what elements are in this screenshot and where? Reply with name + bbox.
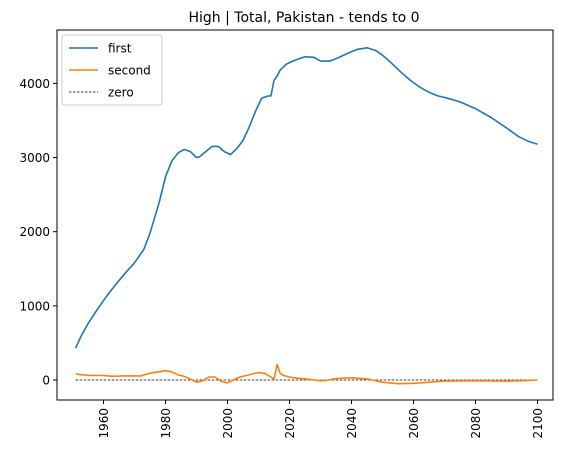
legend: first second zero [61,34,163,106]
chart-title: High | Total, Pakistan - tends to 0 [189,10,420,26]
x-tick-label-1980: 1980 [159,408,173,439]
x-tick-label-2040: 2040 [345,408,359,439]
x-tick-label-2000: 2000 [221,408,235,439]
series-line-second [75,363,538,385]
y-tick-label-2000: 2000 [19,225,50,239]
x-tick-label-2020: 2020 [283,408,297,439]
legend-label-second: second [108,64,151,78]
x-tick-label-1960: 1960 [97,408,111,439]
axes-frame [56,29,554,401]
legend-label-first: first [108,42,132,56]
x-tick-label-2080: 2080 [469,408,483,439]
y-tick-label-0: 0 [42,373,50,387]
y-tick-label-3000: 3000 [19,151,50,165]
x-tick-label-2060: 2060 [407,408,421,439]
legend-box [61,34,163,106]
y-tick-label-4000: 4000 [19,77,50,91]
x-tick-label-2100: 2100 [531,408,545,439]
axes: 1960 1980 2000 2020 2040 2060 2080 2100 0 1000 200… [19,29,554,439]
plot-area [74,47,538,385]
y-tick-label-1000: 1000 [19,299,50,313]
legend-label-zero: zero [108,86,134,100]
series-line-first [74,47,538,349]
